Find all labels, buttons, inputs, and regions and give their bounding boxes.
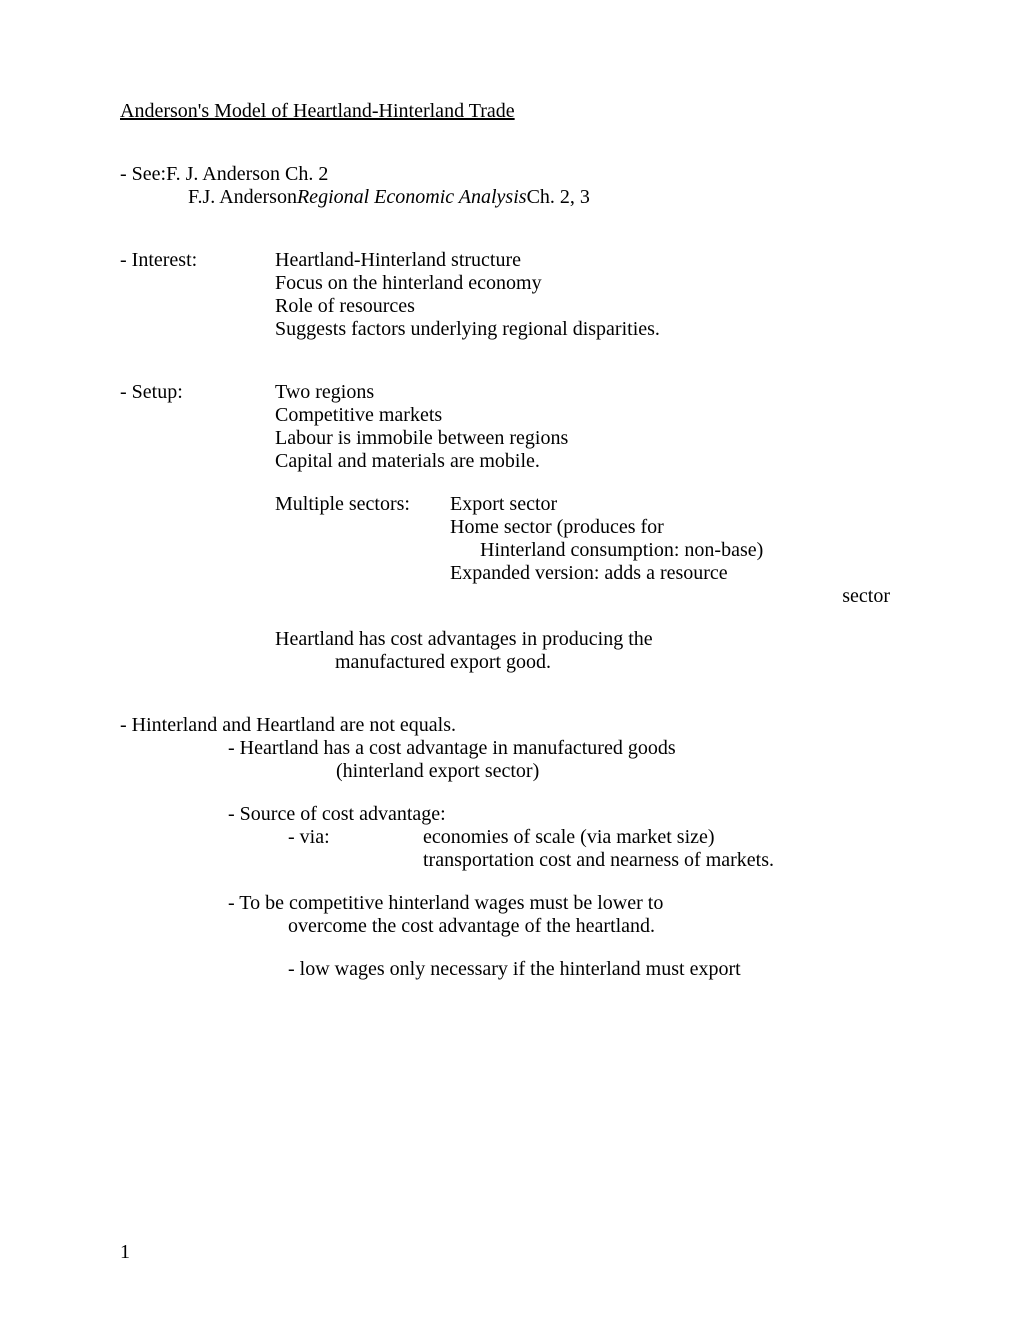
setup-content: Two regions Competitive markets Labour i…	[275, 381, 900, 674]
not-equals-block: - Hinterland and Heartland are not equal…	[120, 714, 900, 981]
via-label: - via:	[288, 826, 423, 872]
page-number: 1	[120, 1241, 130, 1264]
noteq-l1: - Hinterland and Heartland are not equal…	[120, 714, 900, 737]
setup-line: Competitive markets	[275, 404, 900, 427]
via-content: economies of scale (via market size) tra…	[423, 826, 774, 872]
page-title: Anderson's Model of Heartland-Hinterland…	[120, 100, 900, 123]
via-line: transportation cost and nearness of mark…	[423, 849, 774, 872]
interest-row: - Interest: Heartland-Hinterland structu…	[120, 249, 900, 341]
setup-label: - Setup:	[120, 381, 275, 674]
comp-l2: overcome the cost advantage of the heart…	[120, 915, 900, 938]
setup-row: - Setup: Two regions Competitive markets…	[120, 381, 900, 674]
noteq-l3: (hinterland export sector)	[120, 760, 900, 783]
low-wages: - low wages only necessary if the hinter…	[120, 958, 900, 981]
sectors-label: Multiple sectors:	[275, 493, 450, 608]
sector-line: Expanded version: adds a resource	[450, 562, 900, 585]
see-line-1: - See: F. J. Anderson Ch. 2	[120, 163, 900, 186]
see-prefix: - See:	[120, 163, 166, 186]
noteq-l2: - Heartland has a cost advantage in manu…	[120, 737, 900, 760]
sector-line: sector	[450, 585, 900, 608]
interest-line: Heartland-Hinterland structure	[275, 249, 900, 272]
interest-content: Heartland-Hinterland structure Focus on …	[275, 249, 900, 341]
interest-line: Suggests factors underlying regional dis…	[275, 318, 900, 341]
comp-l1: - To be competitive hinterland wages mus…	[120, 892, 900, 915]
setup-line: Capital and materials are mobile.	[275, 450, 900, 473]
see-ref1: F. J. Anderson Ch. 2	[166, 163, 328, 186]
interest-line: Role of resources	[275, 295, 900, 318]
interest-label: - Interest:	[120, 249, 275, 341]
see-line-2: F.J. Anderson Regional Economic Analysis…	[120, 186, 900, 209]
see-block: - See: F. J. Anderson Ch. 2 F.J. Anderso…	[120, 163, 900, 209]
see-ref2-title: Regional Economic Analysis	[297, 186, 527, 209]
setup-line: Labour is immobile between regions	[275, 427, 900, 450]
sector-line: Export sector	[450, 493, 900, 516]
see-ref2-suffix: Ch. 2, 3	[527, 186, 590, 209]
src-label: - Source of cost advantage:	[120, 803, 900, 826]
heartland-adv-2: manufactured export good.	[275, 651, 900, 674]
document-page: Anderson's Model of Heartland-Hinterland…	[0, 0, 1020, 1320]
sector-line: Hinterland consumption: non-base)	[450, 539, 900, 562]
setup-line: Two regions	[275, 381, 900, 404]
via-line: economies of scale (via market size)	[423, 826, 774, 849]
sector-line: Home sector (produces for	[450, 516, 900, 539]
via-row: - via: economies of scale (via market si…	[120, 826, 900, 872]
sectors-content: Export sector Home sector (produces for …	[450, 493, 900, 608]
see-ref2-author: F.J. Anderson	[188, 186, 297, 209]
interest-line: Focus on the hinterland economy	[275, 272, 900, 295]
sectors-row: Multiple sectors: Export sector Home sec…	[275, 493, 900, 608]
heartland-adv-1: Heartland has cost advantages in produci…	[275, 628, 900, 651]
